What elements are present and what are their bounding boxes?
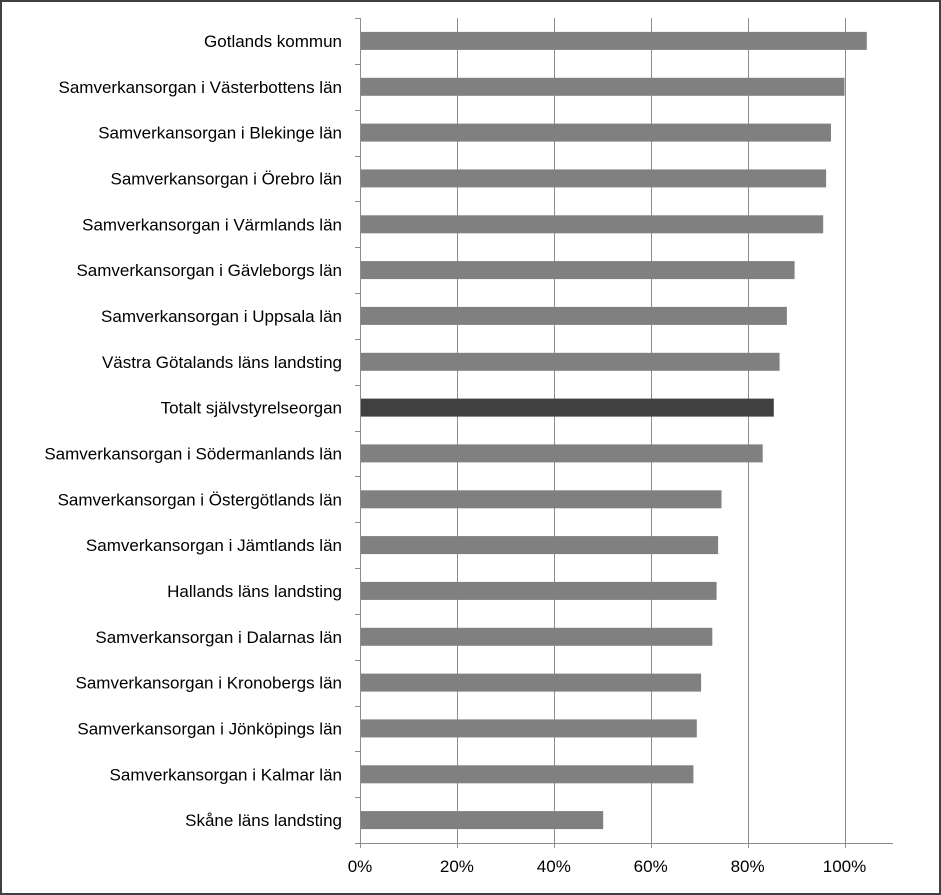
bar-2 — [361, 123, 831, 142]
bar-6 — [361, 306, 787, 325]
bars — [361, 31, 867, 830]
x-tick-label-100: 100% — [823, 857, 866, 876]
category-labels: Gotlands kommun Samverkansorgan i Västerb… — [44, 32, 342, 830]
bar-5 — [361, 261, 795, 280]
category-label-9: Samverkansorgan i Södermanlands län — [44, 444, 342, 463]
category-label-6: Samverkansorgan i Uppsala län — [101, 307, 342, 326]
category-label-7: Västra Götalands läns landsting — [102, 353, 342, 372]
category-label-5: Samverkansorgan i Gävleborgs län — [76, 261, 342, 280]
bar-8 — [361, 398, 774, 417]
category-label-14: Samverkansorgan i Kronobergs län — [76, 674, 342, 693]
category-label-8: Totalt självstyrelseorgan — [161, 399, 342, 418]
x-tick-label-0: 0% — [348, 857, 373, 876]
bar-13 — [361, 627, 713, 646]
category-label-13: Samverkansorgan i Dalarnas län — [95, 628, 342, 647]
bar-3 — [361, 169, 827, 188]
bar-16 — [361, 765, 694, 784]
category-label-17: Skåne läns landsting — [185, 811, 342, 830]
category-label-15: Samverkansorgan i Jönköpings län — [77, 719, 342, 738]
gridlines — [457, 18, 846, 843]
category-label-1: Samverkansorgan i Västerbottens län — [59, 78, 343, 97]
bar-12 — [361, 581, 717, 600]
bar-11 — [361, 536, 719, 555]
bar-15 — [361, 719, 697, 738]
bar-14 — [361, 673, 702, 692]
category-label-11: Samverkansorgan i Jämtlands län — [86, 536, 342, 555]
category-label-10: Samverkansorgan i Östergötlands län — [58, 490, 342, 509]
bar-0 — [361, 31, 867, 50]
category-label-12: Hallands läns landsting — [167, 582, 342, 601]
bar-4 — [361, 215, 824, 234]
category-label-2: Samverkansorgan i Blekinge län — [98, 124, 342, 143]
bar-9 — [361, 444, 763, 463]
axes — [355, 18, 893, 848]
bar-17 — [361, 811, 604, 830]
category-label-3: Samverkansorgan i Örebro län — [110, 169, 342, 188]
bar-1 — [361, 77, 845, 96]
x-tick-label-20: 20% — [440, 857, 474, 876]
bar-7 — [361, 352, 780, 371]
category-label-16: Samverkansorgan i Kalmar län — [110, 765, 342, 784]
x-tick-label-60: 60% — [634, 857, 668, 876]
x-tick-label-80: 80% — [731, 857, 765, 876]
category-label-0: Gotlands kommun — [204, 32, 342, 51]
bar-10 — [361, 490, 722, 509]
x-tick-label-40: 40% — [537, 857, 571, 876]
category-label-4: Samverkansorgan i Värmlands län — [82, 215, 342, 234]
x-tick-labels: 0% 20% 40% 60% 80% 100% — [348, 857, 867, 876]
